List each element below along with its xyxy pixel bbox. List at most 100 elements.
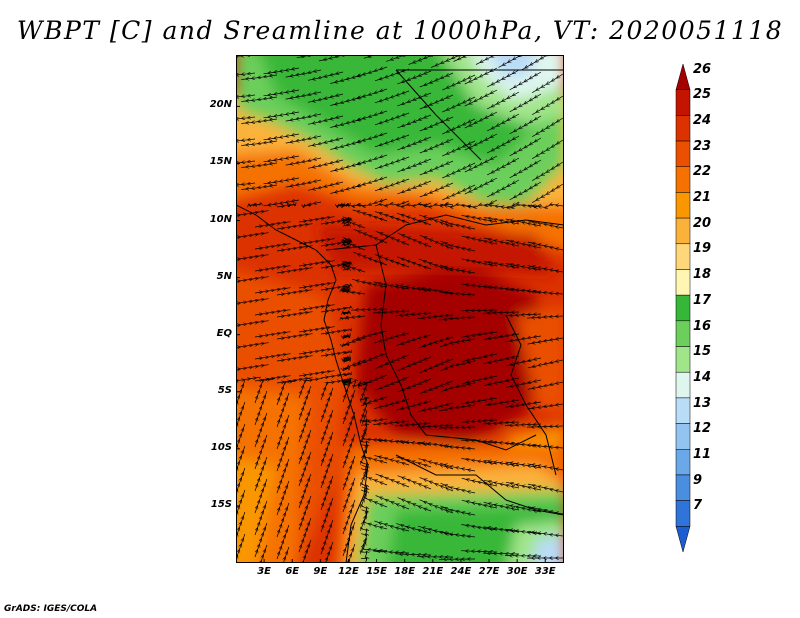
colorbar-level-label: 9 [693, 472, 703, 488]
streamline [307, 182, 344, 190]
streamline [482, 312, 520, 313]
lat-label: 5S [217, 384, 232, 396]
streamline [343, 357, 350, 362]
streamline [343, 312, 349, 314]
streamline [285, 92, 322, 99]
streamlines [236, 55, 564, 563]
streamline [341, 289, 366, 294]
colorbar-swatch [675, 63, 691, 90]
streamline [236, 401, 246, 436]
streamline [236, 161, 256, 164]
colorbar-level-label: 11 [693, 446, 712, 462]
streamline [236, 467, 246, 502]
streamline [460, 310, 498, 311]
colorbar-level-label: 22 [693, 164, 712, 180]
streamline [249, 204, 261, 205]
streamline [307, 160, 344, 168]
lon-label: 12E [338, 566, 359, 577]
streamline [236, 255, 269, 260]
streamline [527, 241, 564, 250]
streamline [236, 423, 246, 458]
colorbar-level-label: 15 [693, 344, 712, 360]
streamline [236, 511, 246, 546]
colorbar-level-label: 17 [693, 292, 712, 308]
lon-label: 21E [422, 566, 444, 577]
streamline [263, 200, 300, 206]
streamline [527, 506, 564, 514]
colorbar-swatch [675, 423, 691, 450]
lon-label: 27E [478, 566, 500, 577]
streamline [276, 290, 313, 295]
colorbar-swatch [675, 449, 691, 476]
streamline [236, 95, 256, 98]
streamline [298, 261, 335, 266]
colorbar-swatch [675, 294, 691, 322]
streamline [320, 374, 351, 379]
streamline [482, 422, 520, 424]
streamline [298, 283, 335, 288]
streamline [263, 90, 300, 96]
streamline [361, 486, 367, 515]
streamline [440, 361, 476, 372]
streamline [440, 219, 476, 229]
colorbar-swatch [675, 320, 691, 347]
streamline [505, 336, 542, 342]
streamline [527, 483, 564, 492]
streamline [527, 291, 564, 294]
streamline [236, 73, 256, 76]
streamline [236, 139, 256, 142]
streamline [236, 183, 256, 186]
streamline [285, 114, 322, 121]
lon-label: 15E [366, 566, 387, 577]
streamline [296, 55, 332, 58]
streamline [236, 445, 246, 480]
colorbar-level-label: 14 [693, 369, 712, 385]
wbpt-streamline-map [236, 55, 564, 563]
streamline [408, 55, 442, 65]
axis-ticks [236, 105, 546, 563]
streamline [298, 217, 335, 222]
colorbar [675, 63, 691, 553]
streamline [236, 365, 269, 370]
streamline [254, 310, 291, 315]
streamline [307, 138, 344, 146]
streamline [254, 266, 291, 271]
streamline [439, 405, 476, 412]
streamline [241, 75, 278, 80]
streamline [461, 420, 498, 422]
streamline [373, 311, 410, 313]
streamline [527, 445, 564, 448]
streamline [363, 55, 398, 59]
colorbar-level-label: 24 [693, 113, 712, 129]
streamline [320, 330, 351, 335]
streamline [417, 425, 454, 427]
streamline [528, 204, 564, 207]
streamline [461, 332, 498, 337]
streamline [483, 334, 520, 340]
streamline [343, 237, 366, 251]
streamline [461, 354, 498, 362]
streamline [417, 315, 454, 319]
streamline [254, 244, 291, 249]
colorbar-level-label: 12 [693, 421, 712, 437]
lon-label: 9E [313, 566, 328, 577]
streamline [395, 313, 432, 316]
streamline [276, 268, 313, 273]
streamline [254, 332, 291, 337]
streamline [527, 532, 564, 537]
streamline [254, 288, 291, 293]
streamline [285, 180, 322, 187]
streamline [475, 55, 508, 65]
streamline [303, 202, 322, 206]
streamline [440, 482, 476, 493]
streamline [482, 553, 520, 554]
lon-label: 33E [534, 566, 556, 577]
streamline [236, 117, 256, 120]
streamline [498, 55, 531, 68]
streamline [532, 117, 564, 138]
colorbar-swatch [675, 474, 691, 501]
lon-label: 30E [506, 566, 528, 577]
colorbar-swatch [675, 140, 691, 167]
colorbar-swatch [675, 89, 691, 116]
streamline [298, 239, 335, 244]
